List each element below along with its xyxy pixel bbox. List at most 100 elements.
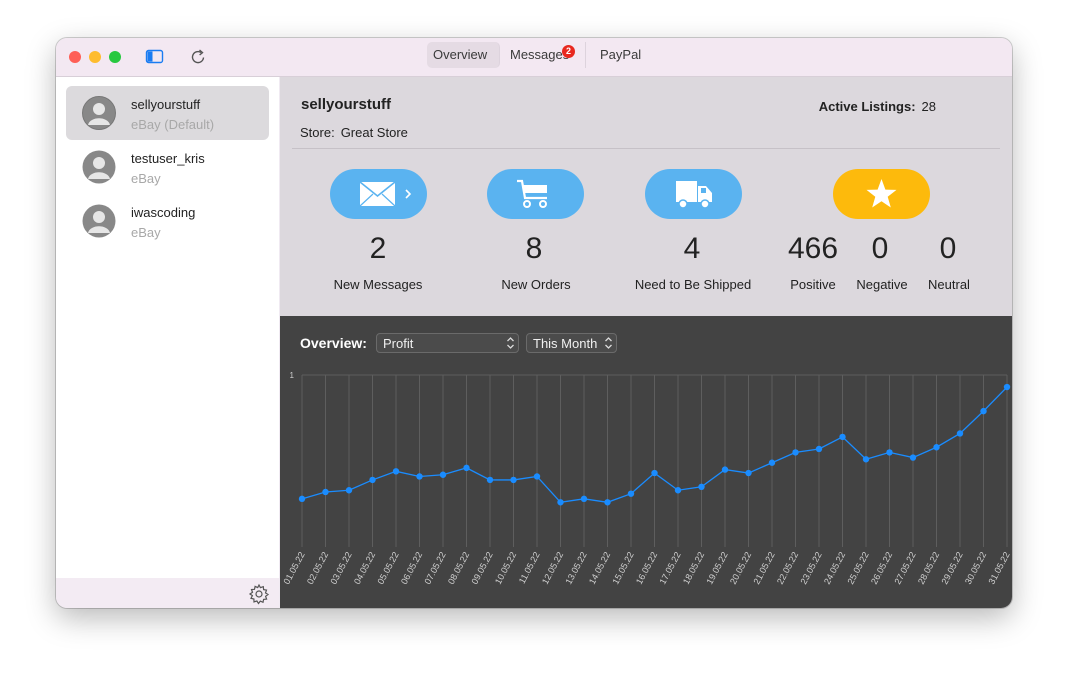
x-tick-label: 09.05.22: [469, 550, 494, 586]
account-title: sellyourstuff: [301, 96, 392, 113]
tab-paypal[interactable]: PayPal: [586, 42, 642, 68]
cart-icon: [517, 179, 547, 208]
tab-paypal-label: PayPal: [600, 47, 642, 62]
negative-label: Negative: [856, 277, 908, 292]
account-item-iwascoding[interactable]: iwascoding eBay: [66, 194, 269, 248]
chevron-updown-icon: [507, 337, 514, 349]
tab-messages[interactable]: Messages 2: [500, 42, 586, 68]
close-window-button[interactable]: [69, 51, 81, 63]
account-marketplace: eBay (Default): [131, 117, 215, 132]
data-point: [345, 487, 353, 494]
new-orders-button[interactable]: [487, 169, 584, 219]
feedback-button[interactable]: [833, 169, 930, 219]
data-point: [980, 407, 987, 415]
overview-label: Overview:: [300, 335, 367, 351]
data-point: [862, 456, 870, 463]
data-point: [439, 471, 447, 478]
neutral-label: Neutral: [928, 277, 970, 292]
x-tick-label: 27.05.22: [892, 550, 917, 586]
tab-messages-label: Messages: [510, 47, 570, 62]
zoom-window-button[interactable]: [109, 51, 121, 63]
sidebar-icon[interactable]: [145, 48, 165, 66]
new-messages-button[interactable]: [330, 169, 427, 219]
x-tick-label: 11.05.22: [517, 550, 542, 585]
tab-bar: Overview Messages 2 PayPal: [427, 42, 642, 68]
app-window: Overview Messages 2 PayPal sellyourstuff …: [56, 38, 1012, 608]
need-to-ship-button[interactable]: [645, 169, 742, 219]
x-tick-label: 06.05.22: [399, 550, 424, 586]
period-select-value: This Month: [533, 336, 598, 351]
data-point: [298, 495, 306, 503]
x-tick-label: 21.05.22: [751, 550, 776, 586]
new-messages-count: 2: [369, 232, 387, 265]
x-tick-label: 08.05.22: [446, 550, 471, 586]
need-to-ship-count: 4: [683, 232, 701, 265]
x-tick-label: 28.05.22: [916, 550, 941, 586]
account-summary-panel: sellyourstuff Store: Great Store Active L…: [280, 77, 1012, 316]
data-point: [369, 476, 376, 484]
x-tick-label: 29.05.22: [939, 550, 964, 586]
data-point: [627, 490, 635, 497]
period-select[interactable]: This Month: [526, 333, 617, 353]
chevron-updown-icon: [605, 337, 612, 349]
new-orders-label: New Orders: [501, 277, 571, 292]
x-tick-label: 30.05.22: [963, 550, 988, 586]
store-info: Store: Great Store: [300, 125, 408, 140]
gear-icon[interactable]: [248, 583, 270, 605]
neutral-count: 0: [939, 232, 957, 265]
x-tick-label: 10.05.22: [493, 550, 518, 586]
need-to-ship-label: Need to Be Shipped: [634, 277, 752, 292]
minimize-window-button[interactable]: [89, 51, 101, 63]
divider: [292, 148, 1000, 149]
x-tick-label: 07.05.22: [422, 550, 447, 586]
x-tick-label: 25.05.22: [845, 550, 870, 586]
envelope-icon: [359, 181, 412, 207]
new-messages-label: New Messages: [333, 277, 423, 292]
positive-label: Positive: [790, 277, 836, 292]
account-name: testuser_kris: [131, 151, 205, 166]
x-tick-label: 31.05.22: [986, 550, 1011, 586]
x-tick-label: 24.05.22: [822, 550, 847, 586]
data-point: [956, 430, 964, 437]
x-tick-label: 22.05.22: [775, 550, 800, 586]
account-marketplace: eBay: [131, 225, 161, 240]
store-value: Great Store: [340, 125, 408, 140]
metric-select[interactable]: Profit: [376, 333, 519, 353]
data-point: [768, 459, 776, 466]
refresh-icon[interactable]: [189, 48, 209, 66]
data-point: [651, 469, 658, 477]
active-listings-value: 28: [921, 99, 936, 114]
titlebar: Overview Messages 2 PayPal: [56, 38, 1012, 77]
data-point: [933, 444, 940, 451]
account-item-testuser-kris[interactable]: testuser_kris eBay: [66, 140, 269, 194]
data-point: [674, 487, 682, 494]
data-point: [839, 433, 846, 441]
data-point: [486, 476, 494, 484]
x-tick-label: 15.05.22: [610, 550, 635, 586]
avatar-icon: [82, 150, 116, 184]
x-tick-label: 12.05.22: [540, 550, 565, 586]
metric-select-value: Profit: [383, 336, 414, 351]
x-tick-label: 17.05.22: [657, 550, 682, 586]
profit-line-chart: 1 01.05.2202.05.2203.05.2204.05.2205.05.2…: [281, 371, 1011, 586]
star-icon: [866, 179, 897, 208]
active-listings: Active Listings: 28: [819, 99, 936, 114]
x-tick-label: 18.05.22: [681, 550, 706, 586]
x-tick-label: 13.05.22: [563, 550, 588, 586]
sidebar-footer: [56, 578, 279, 608]
x-tick-label: 03.05.22: [328, 550, 353, 586]
x-tick-label: 05.05.22: [375, 550, 400, 586]
x-tick-label: 20.05.22: [728, 550, 753, 586]
account-item-sellyourstuff[interactable]: sellyourstuff eBay (Default): [66, 86, 269, 140]
data-point: [463, 464, 470, 472]
truck-icon: [676, 181, 712, 209]
tab-overview[interactable]: Overview: [427, 42, 500, 68]
data-point: [580, 495, 588, 503]
avatar-icon: [82, 96, 116, 130]
data-point: [392, 468, 400, 475]
new-orders-count: 8: [525, 232, 543, 265]
overview-chart-panel: Overview: Profit This Month 1 01.05.22 02.…: [280, 316, 1012, 608]
data-point: [815, 445, 823, 453]
data-point: [698, 483, 705, 490]
x-tick-label: 19.05.22: [704, 550, 729, 586]
